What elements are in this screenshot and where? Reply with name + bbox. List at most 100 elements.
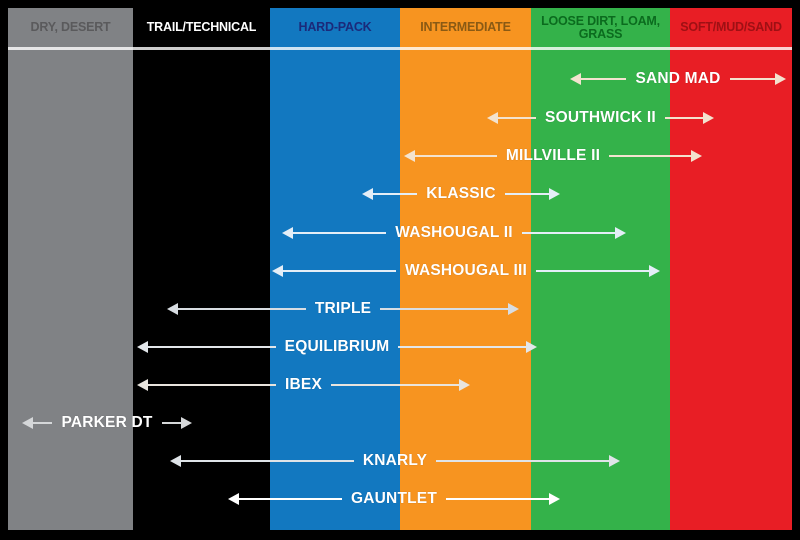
- arrow-left-head-icon: [170, 455, 181, 467]
- arrow-right-head-icon: [549, 188, 560, 200]
- band-hard-pack: [270, 8, 400, 530]
- row-ibex[interactable]: IBEX: [0, 374, 800, 396]
- arrow-right-head-icon: [609, 455, 621, 467]
- header-trail-technical: TRAIL/TECHNICAL: [133, 8, 270, 47]
- tire-label: WASHOUGAL II: [395, 224, 513, 241]
- header-dry-desert-label: DRY, DESERT: [30, 20, 111, 34]
- arrow-left-head-icon: [137, 341, 148, 353]
- arrow-left-line: [283, 270, 396, 272]
- header-intermediate-label: INTERMEDIATE: [420, 20, 511, 34]
- range-arrow-sand-mad: SAND MAD: [570, 68, 786, 90]
- range-arrow-klassic: KLASSIC: [362, 183, 560, 205]
- row-equilibrium[interactable]: EQUILIBRIUM: [0, 336, 800, 358]
- arrow-left-head-icon: [570, 73, 581, 85]
- band-dry-desert: [8, 8, 133, 530]
- arrow-right-line: [436, 460, 610, 462]
- tire-label: WASHOUGAL III: [405, 262, 528, 279]
- range-arrow-washougal-ii: WASHOUGAL II: [282, 222, 627, 244]
- header-hard-pack-label: HARD-PACK: [298, 20, 372, 34]
- arrow-right-line: [446, 498, 550, 500]
- header-hard-pack: HARD-PACK: [270, 8, 400, 47]
- arrow-right-line: [331, 384, 460, 386]
- header-soft-mud-sand: SOFT/MUD/SAND: [670, 8, 792, 47]
- header-divider: [8, 47, 792, 50]
- tire-label: IBEX: [285, 376, 322, 393]
- arrow-left-head-icon: [167, 303, 178, 315]
- arrow-right-head-icon: [649, 265, 661, 277]
- arrow-right-head-icon: [691, 150, 702, 162]
- tire-label: TRIPLE: [314, 300, 372, 317]
- terrain-header-row: DRY, DESERT TRAIL/TECHNICAL HARD-PACK IN…: [0, 8, 800, 47]
- arrow-right-head-icon: [549, 493, 561, 505]
- arrow-right-head-icon: [508, 303, 520, 315]
- arrow-left-line: [148, 346, 276, 348]
- tire-label: GAUNTLET: [351, 490, 437, 507]
- arrow-left-line: [415, 155, 497, 157]
- arrow-left-head-icon: [228, 493, 239, 505]
- arrow-left-head-icon: [22, 417, 33, 429]
- arrow-left-line: [581, 78, 627, 80]
- tire-label: SOUTHWICK II: [545, 109, 656, 126]
- arrow-right-line: [161, 422, 182, 424]
- row-parker-dt[interactable]: PARKER DT: [0, 412, 800, 434]
- arrow-left-line: [373, 193, 418, 195]
- range-arrow-knarly: KNARLY: [170, 450, 621, 472]
- header-trail-technical-label: TRAIL/TECHNICAL: [146, 20, 257, 34]
- header-loose-dirt-label: LOOSE DIRT, LOAM, GRASS: [541, 13, 660, 41]
- arrow-left-line: [148, 384, 277, 386]
- arrow-right-head-icon: [181, 417, 193, 429]
- row-klassic[interactable]: KLASSIC: [0, 183, 800, 205]
- arrow-left-head-icon: [282, 227, 293, 239]
- arrow-left-head-icon: [362, 188, 373, 200]
- row-gauntlet[interactable]: GAUNTLET: [0, 488, 800, 510]
- range-arrow-equilibrium: EQUILIBRIUM: [137, 336, 538, 358]
- row-sand-mad[interactable]: SAND MAD: [0, 68, 800, 90]
- arrow-left-line: [498, 117, 537, 119]
- tire-label: EQUILIBRIUM: [284, 338, 390, 355]
- arrow-left-head-icon: [137, 379, 148, 391]
- band-soft-mud-sand: [670, 8, 792, 530]
- tire-range-rows: SAND MAD SOUTHWICK II MILLVILLE II: [0, 50, 800, 530]
- band-loose-dirt: [531, 8, 670, 530]
- arrow-right-line: [398, 346, 527, 348]
- header-intermediate: INTERMEDIATE: [400, 8, 531, 47]
- row-triple[interactable]: TRIPLE: [0, 298, 800, 320]
- arrow-right-line: [380, 308, 509, 310]
- range-arrow-millville-ii: MILLVILLE II: [404, 145, 702, 167]
- tire-label: SAND MAD: [635, 70, 721, 87]
- arrow-right-line: [536, 270, 650, 272]
- tire-label: KLASSIC: [426, 185, 496, 202]
- header-dry-desert: DRY, DESERT: [8, 8, 133, 47]
- row-millville-ii[interactable]: MILLVILLE II: [0, 145, 800, 167]
- row-washougal-iii[interactable]: WASHOUGAL III: [0, 260, 800, 282]
- range-arrow-southwick-ii: SOUTHWICK II: [487, 107, 714, 129]
- tire-label: MILLVILLE II: [505, 147, 601, 164]
- arrow-right-head-icon: [526, 341, 538, 353]
- row-southwick-ii[interactable]: SOUTHWICK II: [0, 107, 800, 129]
- range-arrow-washougal-iii: WASHOUGAL III: [272, 260, 661, 282]
- arrow-left-head-icon: [487, 112, 498, 124]
- header-soft-mud-sand-label: SOFT/MUD/SAND: [680, 20, 782, 34]
- band-intermediate: [400, 8, 531, 530]
- arrow-right-line: [504, 193, 549, 195]
- arrow-right-head-icon: [775, 73, 786, 85]
- arrow-left-head-icon: [272, 265, 283, 277]
- arrow-right-line: [729, 78, 775, 80]
- row-knarly[interactable]: KNARLY: [0, 450, 800, 472]
- range-arrow-triple: TRIPLE: [167, 298, 520, 320]
- header-loose-dirt: LOOSE DIRT, LOAM, GRASS: [531, 8, 670, 47]
- range-arrow-gauntlet: GAUNTLET: [228, 488, 561, 510]
- arrow-left-line: [293, 232, 387, 234]
- range-arrow-parker-dt: PARKER DT: [22, 412, 193, 434]
- arrow-left-line: [178, 308, 306, 310]
- arrow-left-head-icon: [404, 150, 415, 162]
- arrow-left-line: [33, 422, 53, 424]
- band-trail-technical: [133, 8, 270, 530]
- arrow-left-line: [181, 460, 354, 462]
- row-washougal-ii[interactable]: WASHOUGAL II: [0, 222, 800, 244]
- arrow-right-head-icon: [703, 112, 714, 124]
- range-arrow-ibex: IBEX: [137, 374, 471, 396]
- arrow-right-line: [664, 117, 703, 119]
